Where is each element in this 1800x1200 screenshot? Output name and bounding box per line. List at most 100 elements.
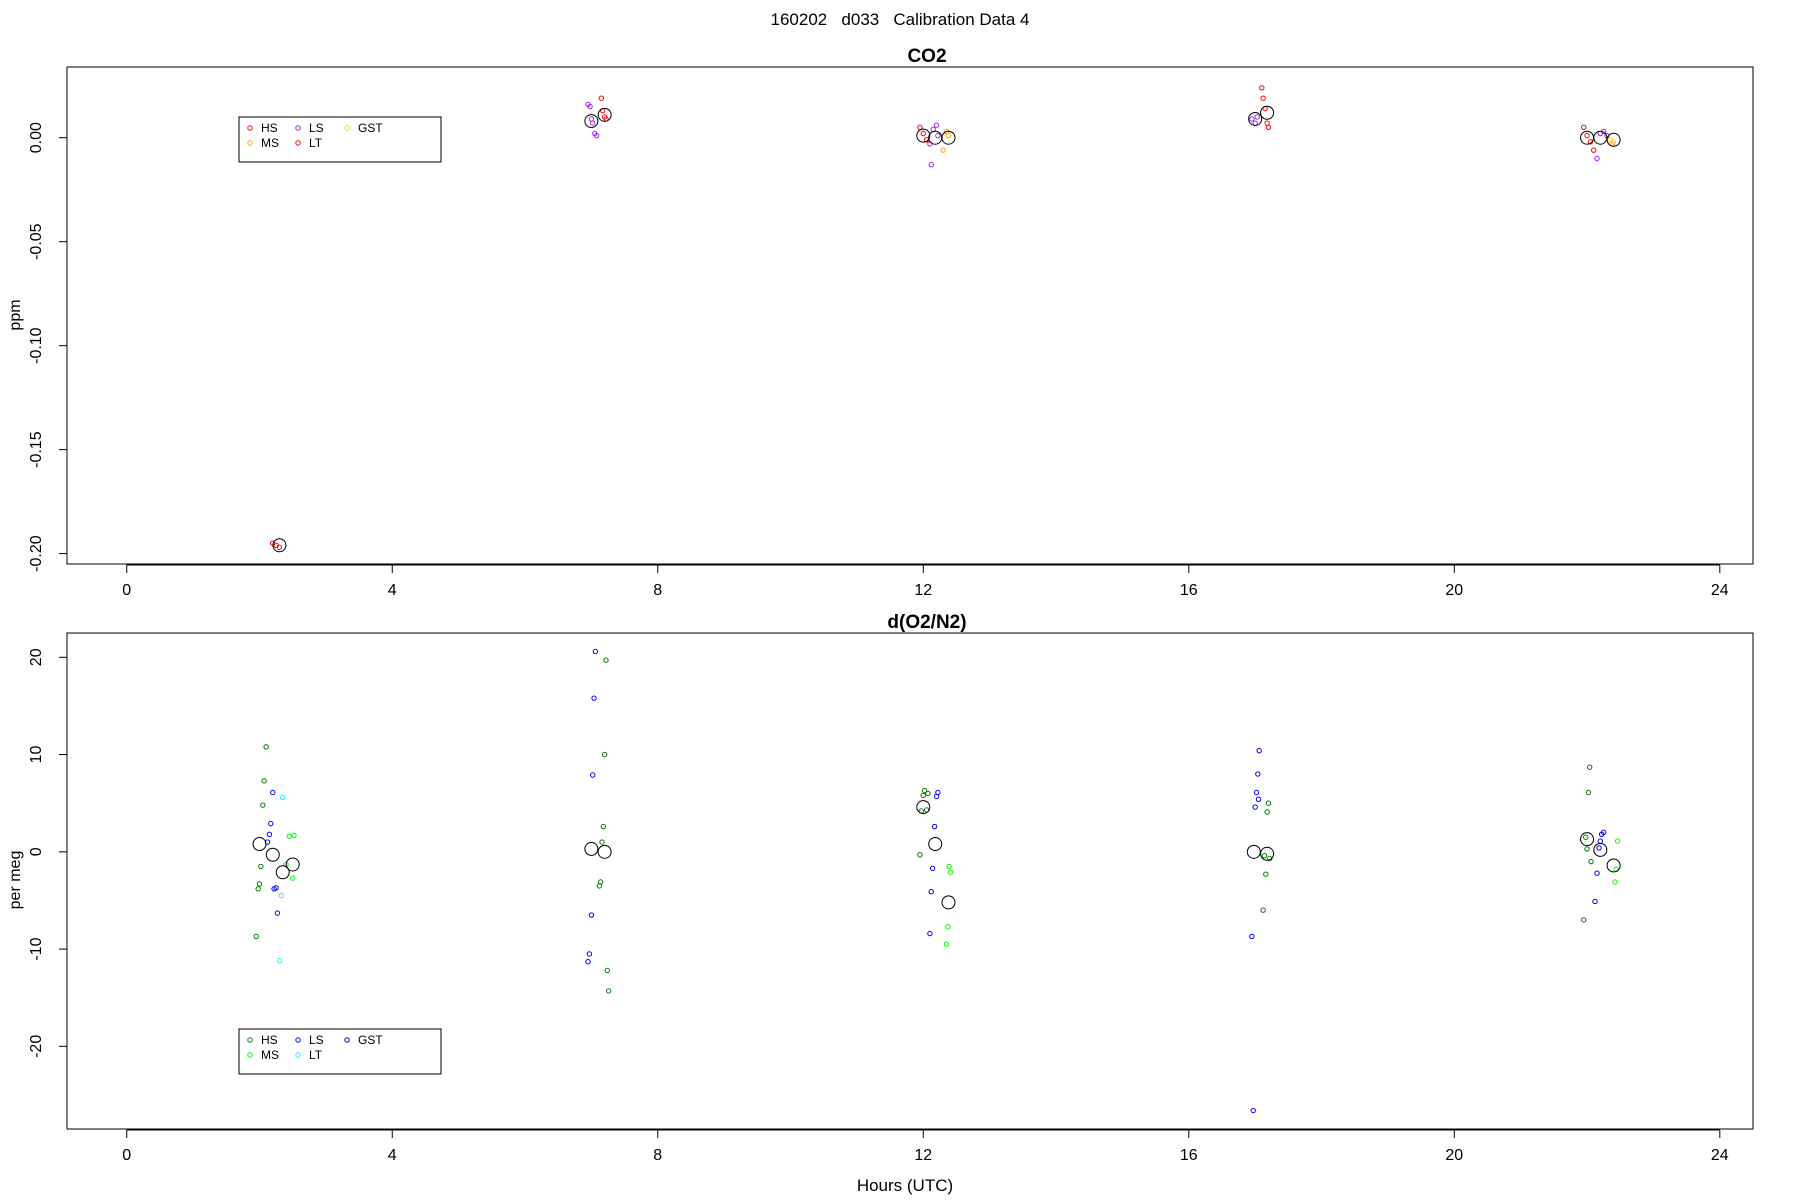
- co2-point-hs: [920, 130, 926, 137]
- co2-mean-marker: [916, 128, 931, 143]
- co2-mean-markers: [272, 105, 1621, 553]
- o2n2-panel-title: d(O2/N2): [887, 612, 966, 633]
- co2-mean-marker: [1248, 111, 1263, 126]
- o2n2-point-hs: [600, 823, 607, 830]
- o2n2-point-ls: [1249, 933, 1255, 940]
- o2n2-point-ls: [1255, 771, 1261, 777]
- co2-legend-symbol-lt: [295, 140, 301, 146]
- o2n2-point-ls: [1250, 1107, 1256, 1114]
- o2n2-point-ls: [588, 912, 595, 918]
- co2-point-ls: [935, 132, 941, 139]
- o2n2-point-hs: [1588, 858, 1594, 865]
- co2-point-ls: [1249, 116, 1255, 122]
- o2n2-legend-label-hs: HS: [261, 1033, 278, 1047]
- co2-point-ls: [1594, 155, 1600, 162]
- o2n2-point-hs: [1265, 800, 1272, 806]
- o2n2-mean-marker: [916, 800, 931, 815]
- o2n2-point-ms: [1612, 879, 1618, 885]
- o2n2-point-hs: [605, 988, 612, 994]
- o2n2-point-ls: [273, 885, 279, 891]
- co2-x-tick-label: 4: [388, 582, 397, 599]
- o2n2-point-lt: [276, 958, 283, 964]
- o2n2-legend-symbol-ls: [295, 1037, 301, 1043]
- o2n2-point-ls: [1600, 829, 1607, 836]
- co2-y-tick-label: 0.00: [28, 122, 45, 153]
- co2-point-ls: [1252, 120, 1258, 126]
- co2-point-hs: [917, 124, 923, 131]
- o2n2-point-hs: [1587, 764, 1593, 770]
- o2n2-point-hs: [599, 839, 605, 845]
- o2n2-point-hs: [917, 852, 923, 858]
- co2-y-tick-label: -0.20: [28, 535, 45, 572]
- co2-point-ls: [590, 120, 596, 126]
- co2-point-hs: [1581, 124, 1587, 131]
- o2n2-y-tick-label: 0: [28, 847, 45, 856]
- o2n2-point-ls: [585, 959, 591, 965]
- o2n2-mean-marker: [252, 837, 267, 852]
- o2n2-point-hs: [1263, 871, 1269, 877]
- co2-point-ms: [945, 132, 952, 139]
- co2-point-ms: [940, 147, 946, 153]
- o2n2-point-hs: [255, 886, 261, 892]
- o2n2-point-ls: [591, 695, 597, 701]
- o2n2-x-tick-label: 8: [653, 1147, 662, 1164]
- o2n2-point-hs: [1264, 809, 1270, 815]
- o2n2-mean-marker: [1580, 832, 1595, 847]
- o2n2-mean-marker: [584, 841, 599, 856]
- co2-legend-symbol-gst: [344, 125, 350, 131]
- o2n2-point-hs: [603, 657, 609, 663]
- o2n2-point-hs: [1261, 853, 1268, 859]
- co2-point-ls: [933, 122, 940, 128]
- o2n2-point-lt: [278, 892, 285, 899]
- co2-legend-label-gst: GST: [358, 121, 383, 135]
- co2-legend-label-ls: LS: [309, 121, 324, 135]
- x-axis-label: Hours (UTC): [857, 1176, 953, 1195]
- co2-point-hs: [1590, 147, 1597, 153]
- o2n2-point-ms: [289, 875, 296, 881]
- o2n2-legend-symbol-ms: [247, 1052, 253, 1058]
- co2-x-tick-label: 12: [914, 582, 932, 599]
- o2n2-x-tick-label: 24: [1711, 1147, 1729, 1164]
- o2n2-point-hs: [1581, 917, 1587, 923]
- o2n2-point-hs: [1584, 846, 1590, 852]
- o2n2-point-ms: [945, 924, 951, 930]
- o2n2-mean-marker: [597, 844, 612, 859]
- co2-x-axis: 0 4 8 12 16 20 24: [122, 564, 1729, 599]
- o2n2-x-tick-label: 0: [122, 1147, 131, 1164]
- o2n2-point-hs: [925, 790, 931, 797]
- o2n2-point-hs: [260, 802, 266, 808]
- co2-legend-symbol-ms: [247, 140, 253, 146]
- o2n2-point-ls: [1592, 898, 1598, 905]
- o2n2-mean-marker: [265, 847, 280, 862]
- co2-point-ls: [928, 162, 934, 168]
- o2n2-point-ls: [931, 823, 938, 830]
- o2n2-legend-symbol-lt: [295, 1052, 301, 1058]
- co2-y-tick-label: -0.05: [28, 223, 45, 260]
- co2-legend-symbol-ls: [295, 125, 301, 131]
- o2n2-legend-label-ms: MS: [261, 1048, 279, 1062]
- co2-mean-marker: [928, 130, 943, 145]
- co2-mean-marker: [1260, 105, 1275, 120]
- o2n2-point-ls: [266, 831, 273, 838]
- co2-x-tick-label: 24: [1711, 582, 1729, 599]
- o2n2-point-ls: [1597, 838, 1604, 844]
- o2n2-point-ls: [935, 789, 941, 796]
- o2n2-legend-label-gst: GST: [358, 1033, 383, 1047]
- o2n2-point-hs: [921, 787, 928, 794]
- o2n2-legend-label-lt: LT: [309, 1048, 323, 1062]
- co2-point-ls: [1254, 114, 1260, 120]
- o2n2-x-tick-label: 4: [388, 1147, 397, 1164]
- o2n2-point-ls: [270, 789, 276, 796]
- o2n2-point-hs: [1260, 907, 1266, 913]
- o2n2-x-tick-label: 16: [1180, 1147, 1198, 1164]
- o2n2-point-ls: [1596, 845, 1602, 851]
- co2-legend-box: [238, 116, 442, 163]
- o2n2-legend-symbol-gst: [344, 1037, 350, 1043]
- o2n2-y-axis: 20 10 0 -10 -20: [28, 648, 68, 1058]
- o2n2-point-ms: [947, 869, 954, 875]
- co2-point-hs: [1259, 85, 1265, 91]
- co2-x-tick-label: 16: [1180, 582, 1198, 599]
- co2-x-tick-label: 0: [122, 582, 131, 599]
- co2-point-ls: [587, 103, 593, 110]
- co2-point-ls: [593, 132, 600, 139]
